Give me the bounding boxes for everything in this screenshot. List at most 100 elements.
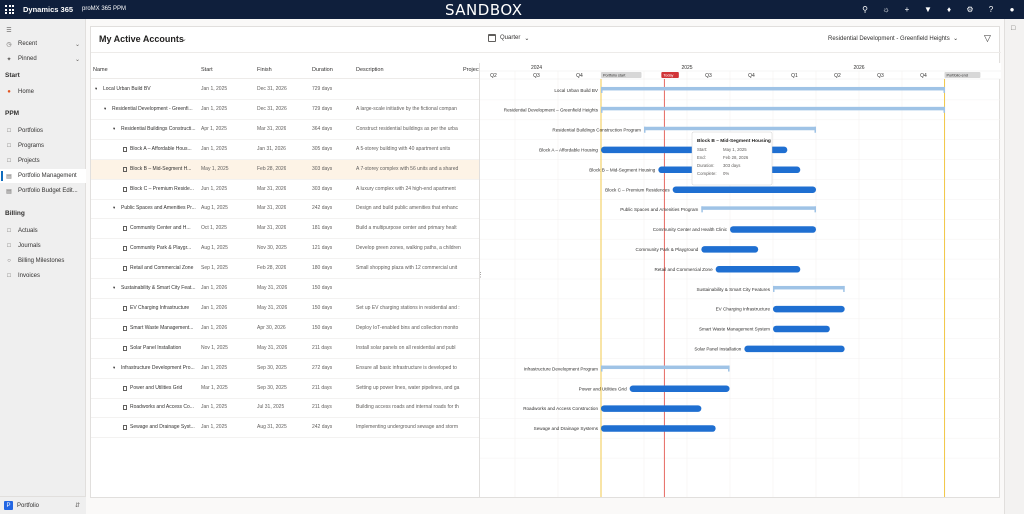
nav-home[interactable]: ● Home [0, 85, 86, 99]
splitter-grip-icon[interactable]: ⋮ [477, 272, 484, 279]
nav-portfolios[interactable]: □ Portfolios [0, 124, 86, 138]
grid-task-row[interactable]: Block B – Mid-Segment H... May 1, 2025 Feb… [91, 159, 479, 180]
grid-task-row[interactable]: EV Charging Infrastructure Jan 1, 2026 May… [91, 299, 479, 319]
portfolio-start-marker[interactable]: Portfolio start [601, 72, 642, 78]
gantt-bar[interactable]: Community Park & Playground [636, 246, 759, 253]
gantt-bar-label: Block B – Mid-Segment Housing [589, 167, 656, 172]
gantt-bar-label: Residential Development – Greenfield Hei… [504, 108, 599, 113]
budget-icon: ▤ [6, 188, 12, 195]
column-header-project[interactable]: Project [463, 67, 479, 73]
grid-group-row[interactable]: ▾ Public Spaces and Amenities Pr... Aug 1,… [91, 199, 479, 220]
hamburger-icon: ☰ [6, 27, 12, 34]
settings-icon[interactable]: ⚙ [966, 4, 974, 14]
nav-programs[interactable]: □ Programs [0, 139, 86, 153]
tooltip-field-value: 303 days [723, 163, 740, 168]
gantt-bar[interactable]: Block C – Premium Residences [605, 186, 816, 193]
column-header-finish[interactable]: Finish [257, 67, 272, 73]
gantt-bar[interactable]: Public Spaces and Amenities Program [620, 206, 816, 213]
grid-task-row[interactable]: Community Center and H... Oct 1, 2025 Mar … [91, 219, 479, 240]
row-name: Infrastructure Development Pro... [121, 364, 195, 371]
grid-task-row[interactable]: Solar Panel Installation Nov 1, 2025 May 3… [91, 339, 479, 359]
grid-group-row[interactable]: ▾ Local Urban Build BV Jan 1, 2025 Dec 31, … [91, 80, 479, 100]
brand-name[interactable]: Dynamics 365 [23, 5, 74, 14]
nav-billing-milestones[interactable]: ○ Billing Milestones [0, 254, 86, 268]
column-header-description[interactable]: Description [356, 67, 384, 73]
lightbulb-icon[interactable]: ☼ [882, 4, 890, 14]
gantt-bar[interactable]: Sustainability & Smart City Features [696, 285, 845, 292]
project-selector[interactable]: Residential Development - Greenfield Hei… [828, 35, 958, 42]
tooltip-field-label: Complete: [697, 171, 717, 176]
caret-down-icon[interactable]: ▾ [95, 86, 98, 91]
user-icon[interactable]: ● [1009, 4, 1015, 14]
grid-group-row[interactable]: ▾ Sustainability & Smart City Feat... Jan … [91, 279, 479, 299]
caret-down-icon[interactable]: ▾ [113, 125, 116, 131]
nav-projects[interactable]: □ Projects [0, 154, 86, 168]
column-header-duration[interactable]: Duration [312, 67, 333, 73]
milestone-icon: ○ [7, 258, 11, 264]
chevron-down-icon[interactable]: ⌄ [181, 36, 187, 43]
caret-down-icon[interactable]: ▾ [104, 105, 107, 111]
caret-down-icon[interactable]: ▾ [113, 285, 116, 290]
grid-task-row[interactable]: Smart Waste Management... Jan 1, 2026 Apr … [91, 319, 479, 339]
portfolio-end-marker[interactable]: Portfolio end [944, 72, 981, 78]
area-switcher[interactable]: P Portfolio ⇵ [0, 496, 86, 514]
nav-portfolio-management[interactable]: ▤ Portfolio Management [0, 169, 86, 183]
gantt-bar[interactable]: Residential Development – Greenfield Hei… [504, 106, 945, 113]
caret-down-icon[interactable]: ▾ [113, 205, 116, 211]
column-header-start[interactable]: Start [201, 67, 213, 73]
grid-task-row[interactable]: Block A – Affordable Hous... Jan 1, 2025 J… [91, 140, 479, 160]
add-icon[interactable]: + [904, 4, 910, 14]
grid-group-row[interactable]: ▾ Residential Buildings Constructi... Apr … [91, 120, 479, 140]
nav-journals[interactable]: □ Journals [0, 239, 86, 253]
gantt-bar[interactable]: Roadworks and Access Construction [523, 405, 702, 412]
grid-group-row[interactable]: ▾ Infrastructure Development Pro... Jan 1,… [91, 359, 479, 379]
pane-splitter[interactable] [479, 63, 480, 497]
row-description: Install solar panels on all residential … [356, 344, 456, 351]
hamburger-button[interactable]: ☰ [0, 23, 86, 37]
grid-task-row[interactable]: Roadworks and Access Co... Jan 1, 2025 Jul… [91, 398, 479, 419]
gantt-bar[interactable]: Sewage and Drainage Systems [534, 425, 716, 432]
grid-task-row[interactable]: Power and Utilities Grid Mar 1, 2025 Sep 3… [91, 379, 479, 399]
gantt-bar[interactable]: Local Urban Build BV [554, 86, 945, 93]
nav-recent[interactable]: ◷ Recent ⌄ [0, 37, 86, 51]
gantt-bar[interactable]: EV Charging Infrastructure [716, 305, 845, 313]
side-pane-icon[interactable]: □ [1011, 25, 1016, 32]
nav-actuals[interactable]: □ Actuals [0, 224, 86, 238]
gantt-bar[interactable]: Power and Utilities Grid [579, 385, 730, 392]
today-marker[interactable]: Today [661, 72, 679, 78]
gantt-bar[interactable]: Community Center and Health Clinic [653, 226, 816, 233]
filter-icon[interactable]: ▼ [924, 4, 932, 14]
gantt-bar[interactable]: Solar Panel Installation [694, 345, 845, 353]
task-icon [123, 305, 127, 311]
grid-task-row[interactable]: Community Park & Playgr... Aug 1, 2025 Nov… [91, 239, 479, 260]
help-icon[interactable]: ? [988, 4, 994, 14]
gantt-bar[interactable]: Retail and Commercial Zone [654, 266, 801, 273]
nav-recent-label: Recent [18, 41, 38, 47]
gantt-bar[interactable]: Smart Waste Management System [699, 325, 830, 333]
nav-invoices[interactable]: □ Invoices [0, 269, 86, 283]
bell-icon[interactable]: ♦ [946, 4, 952, 14]
tooltip-field-value: 0% [723, 171, 729, 176]
gantt-bar[interactable]: Residential Buildings Construction Progr… [552, 126, 816, 133]
grid-group-row[interactable]: ▾ Residential Development - Greenfi... Jan… [91, 100, 479, 120]
grid-task-row[interactable]: Block C – Premium Reside... Jun 1, 2025 Ma… [91, 180, 479, 200]
grid-task-row[interactable]: Retail and Commercial Zone Sep 1, 2025 Feb… [91, 259, 479, 280]
filter-button[interactable]: ▽ [984, 33, 991, 44]
row-finish: May 31, 2026 [257, 304, 288, 311]
app-name[interactable]: proMX 365 PPM [82, 6, 127, 12]
grid-task-row[interactable]: Sewage and Drainage Syst... Jan 1, 2025 Au… [91, 418, 479, 439]
timescale-selector[interactable]: Quarter ⌄ [488, 34, 529, 42]
task-icon [123, 266, 127, 272]
column-header-name[interactable]: Name [93, 67, 108, 73]
row-description: Building access roads and internal roads… [356, 404, 459, 411]
quarter-label: Q3 [533, 73, 540, 79]
nav-portfolio-budget[interactable]: ▤ Portfolio Budget Edit... [0, 184, 86, 198]
caret-down-icon[interactable]: ▾ [113, 364, 116, 370]
row-name: Residential Buildings Constructi... [121, 125, 196, 132]
view-title[interactable]: My Active Accounts [99, 34, 184, 44]
nav-portfolios-label: Portfolios [18, 128, 44, 134]
app-launcher-icon[interactable] [5, 5, 14, 14]
search-icon[interactable]: ⚲ [862, 4, 868, 14]
gantt-bar[interactable]: Infrastructure Development Program [524, 365, 730, 372]
nav-pinned[interactable]: ✦ Pinned ⌄ [0, 52, 86, 66]
